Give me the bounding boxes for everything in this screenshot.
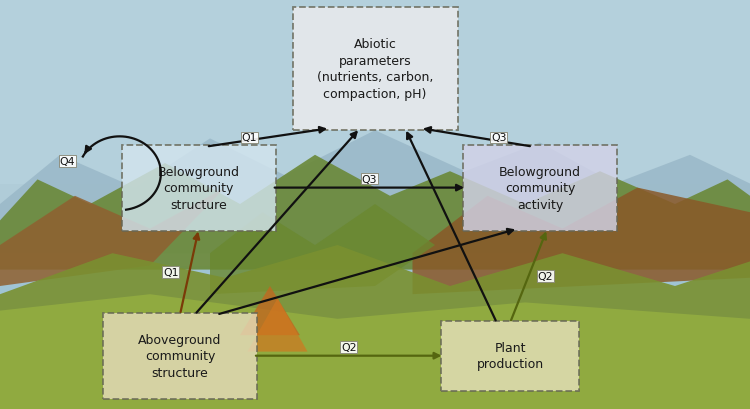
Polygon shape bbox=[0, 155, 750, 270]
Text: Abiotic
parameters
(nutrients, carbon,
compaction, pH): Abiotic parameters (nutrients, carbon, c… bbox=[316, 38, 434, 101]
Polygon shape bbox=[413, 188, 750, 294]
Polygon shape bbox=[210, 204, 435, 294]
Text: Plant
production: Plant production bbox=[476, 341, 544, 371]
Text: Q3: Q3 bbox=[362, 174, 377, 184]
Text: Aboveground
community
structure: Aboveground community structure bbox=[138, 333, 222, 379]
Polygon shape bbox=[240, 286, 300, 335]
Polygon shape bbox=[0, 131, 750, 254]
FancyBboxPatch shape bbox=[292, 8, 458, 131]
Text: Q1: Q1 bbox=[163, 267, 178, 277]
Polygon shape bbox=[0, 294, 750, 409]
Text: Belowground
community
structure: Belowground community structure bbox=[158, 165, 240, 211]
Polygon shape bbox=[0, 245, 750, 335]
Text: Q2: Q2 bbox=[341, 342, 356, 352]
Text: Q2: Q2 bbox=[538, 271, 553, 281]
Text: Q3: Q3 bbox=[491, 133, 506, 143]
Polygon shape bbox=[0, 0, 750, 184]
FancyBboxPatch shape bbox=[463, 145, 616, 231]
Text: Belowground
community
activity: Belowground community activity bbox=[499, 165, 581, 211]
FancyBboxPatch shape bbox=[122, 145, 276, 231]
Bar bbox=[0, 0, 750, 266]
FancyBboxPatch shape bbox=[103, 313, 256, 399]
Text: Q4: Q4 bbox=[59, 157, 75, 166]
Polygon shape bbox=[0, 188, 225, 286]
FancyBboxPatch shape bbox=[441, 321, 579, 391]
Text: Q1: Q1 bbox=[242, 133, 257, 143]
Polygon shape bbox=[248, 299, 308, 352]
